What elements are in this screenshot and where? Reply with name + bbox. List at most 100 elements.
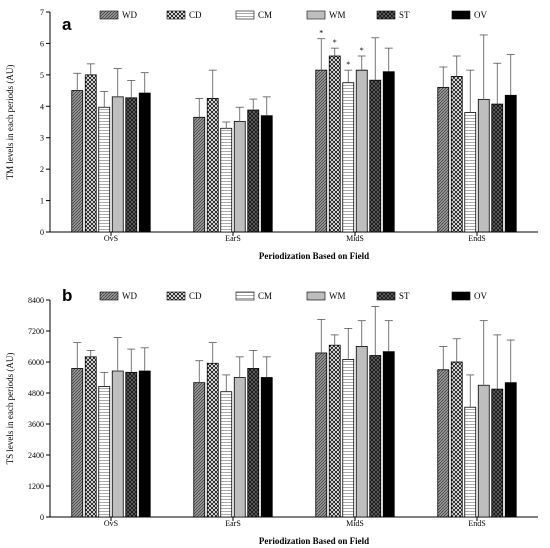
bar (111, 370, 124, 518)
bar (98, 386, 111, 518)
y-tick-label: 0 (40, 228, 44, 237)
bar (477, 98, 490, 233)
legend-swatch (235, 10, 255, 20)
panel-letter: a (62, 15, 72, 34)
legend-label: ST (399, 291, 410, 301)
legend-label: CM (258, 10, 272, 20)
legend-label: ST (399, 10, 410, 20)
bar (71, 90, 84, 233)
y-tick-label: 4800 (28, 389, 44, 398)
bar (71, 368, 84, 518)
bar (477, 384, 490, 518)
y-tick-label: 3600 (28, 420, 44, 429)
legend-swatch (99, 10, 119, 20)
bar (220, 391, 233, 518)
bar (491, 388, 504, 518)
bar (450, 76, 463, 233)
bar (193, 116, 206, 233)
x-tick-label: EndS (468, 234, 485, 243)
bar (504, 382, 517, 518)
bar (193, 382, 206, 518)
y-tick-label: 7 (40, 8, 44, 17)
legend-swatch (235, 291, 255, 301)
bar (355, 346, 368, 518)
bar (247, 368, 260, 518)
legend-swatch (451, 291, 471, 301)
x-tick-label: MidS (346, 519, 364, 528)
bar (206, 98, 219, 233)
bar (328, 55, 341, 233)
x-tick-label: EndS (468, 519, 485, 528)
y-axis-title: TS levels in each periods (AU) (5, 353, 15, 465)
bar (315, 352, 328, 518)
bar (491, 103, 504, 233)
legend-swatch (166, 10, 186, 20)
legend-label: WM (329, 10, 346, 20)
bar (111, 96, 124, 233)
y-tick-label: 7200 (28, 327, 44, 336)
significance-marker: * (333, 38, 337, 47)
legend-swatch (376, 10, 396, 20)
legend-swatch (451, 10, 471, 20)
panel-a: 0 1 2 3 4 5 6 7 TM levels in each periods (AU) Pe… (5, 8, 538, 261)
bar (328, 344, 341, 518)
y-tick-label: 2400 (28, 451, 44, 460)
legend-label: WM (329, 291, 346, 301)
bar (464, 112, 477, 233)
legend-swatch (306, 291, 326, 301)
panel-letter: b (62, 286, 72, 305)
bar (464, 406, 477, 518)
y-tick-label: 1 (40, 197, 44, 206)
legend-label: WD (122, 291, 137, 301)
x-tick-label: OvS (104, 234, 118, 243)
legend-label: CM (258, 291, 272, 301)
bar (260, 377, 273, 518)
bar (84, 356, 97, 518)
bar (355, 69, 368, 233)
x-tick-label: OvS (104, 519, 118, 528)
legend-label: CD (189, 291, 202, 301)
y-tick-label: 0 (40, 513, 44, 522)
bar (125, 371, 138, 518)
x-tick-label: MidS (346, 234, 364, 243)
bar (315, 69, 328, 233)
legend-swatch (306, 10, 326, 20)
x-tick-label: EarS (225, 234, 241, 243)
x-axis-title: Periodization Based on Field (259, 536, 369, 546)
legend-swatch (99, 291, 119, 301)
y-tick-label: 2 (40, 165, 44, 174)
bar (233, 377, 246, 518)
bar (98, 106, 111, 233)
bar (220, 127, 233, 233)
x-tick-label: EarS (225, 519, 241, 528)
bar (382, 71, 395, 233)
legend-swatch (166, 291, 186, 301)
bar (369, 355, 382, 518)
bar (342, 359, 355, 518)
y-tick-label: 6000 (28, 358, 44, 367)
y-tick-label: 5 (40, 71, 44, 80)
y-tick-label: 6 (40, 39, 44, 48)
bar (450, 361, 463, 518)
y-tick-label: 1200 (28, 482, 44, 491)
bar (233, 120, 246, 233)
bar (247, 109, 260, 233)
significance-marker: * (360, 46, 364, 55)
y-axis-title: TM levels in each periods (AU) (5, 65, 15, 180)
significance-marker: * (319, 29, 323, 38)
y-tick-label: 3 (40, 134, 44, 143)
bar (125, 97, 138, 233)
bar (504, 94, 517, 233)
legend-label: OV (474, 291, 487, 301)
bar (138, 370, 151, 518)
significance-marker: * (346, 60, 350, 69)
legend-label: WD (122, 10, 137, 20)
bar (260, 115, 273, 233)
legend-swatch (376, 291, 396, 301)
panel-b: 0 1200 2400 3600 4800 6000 7200 8400 TS levels i… (5, 286, 538, 546)
y-tick-label: 8400 (28, 296, 44, 305)
bar (437, 369, 450, 518)
x-axis-title: Periodization Based on Field (259, 251, 369, 261)
bar (382, 351, 395, 518)
